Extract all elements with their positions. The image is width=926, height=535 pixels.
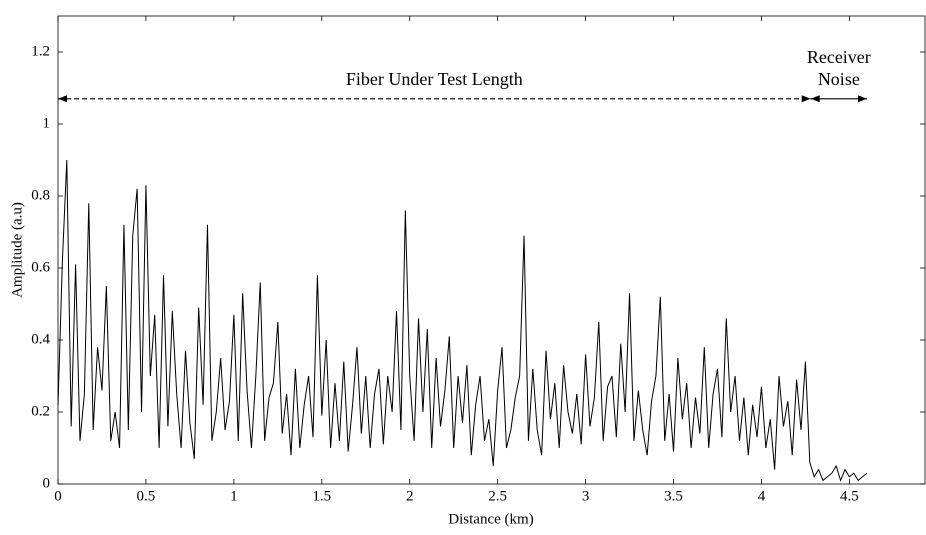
y-tick-label: 0 <box>43 475 51 491</box>
x-tick-label: 4 <box>758 488 766 504</box>
y-tick-label: 1.2 <box>31 43 50 59</box>
x-tick-label: 3.5 <box>664 488 683 504</box>
x-axis-label: Distance (km) <box>448 511 533 527</box>
y-tick-label: 0.4 <box>31 331 50 347</box>
y-tick-label: 0.8 <box>31 187 50 203</box>
x-tick-label: 0.5 <box>137 488 156 504</box>
arrow-head <box>857 95 867 103</box>
x-tick-label: 2 <box>406 488 414 504</box>
y-tick-label: 0.2 <box>31 403 50 419</box>
y-axis-label: Amplitude (a.u) <box>9 202 25 298</box>
arrow-head <box>810 95 820 103</box>
x-tick-label: 4.5 <box>840 488 859 504</box>
y-tick-label: 0.6 <box>31 259 50 275</box>
annotation-text: Noise <box>818 69 860 89</box>
x-tick-label: 0 <box>54 488 62 504</box>
arrow-head <box>58 95 67 103</box>
plot-frame <box>57 15 926 485</box>
arrow-head <box>801 95 811 103</box>
x-tick-label: 2.5 <box>488 488 507 504</box>
x-tick-label: 1 <box>230 488 238 504</box>
annotation-text: Fiber Under Test Length <box>346 69 523 89</box>
x-tick-label: 3 <box>582 488 590 504</box>
annotation-text: Receiver <box>807 47 871 67</box>
y-tick-label: 1 <box>43 115 51 131</box>
x-tick-label: 1.5 <box>312 488 331 504</box>
data-line <box>57 159 868 482</box>
